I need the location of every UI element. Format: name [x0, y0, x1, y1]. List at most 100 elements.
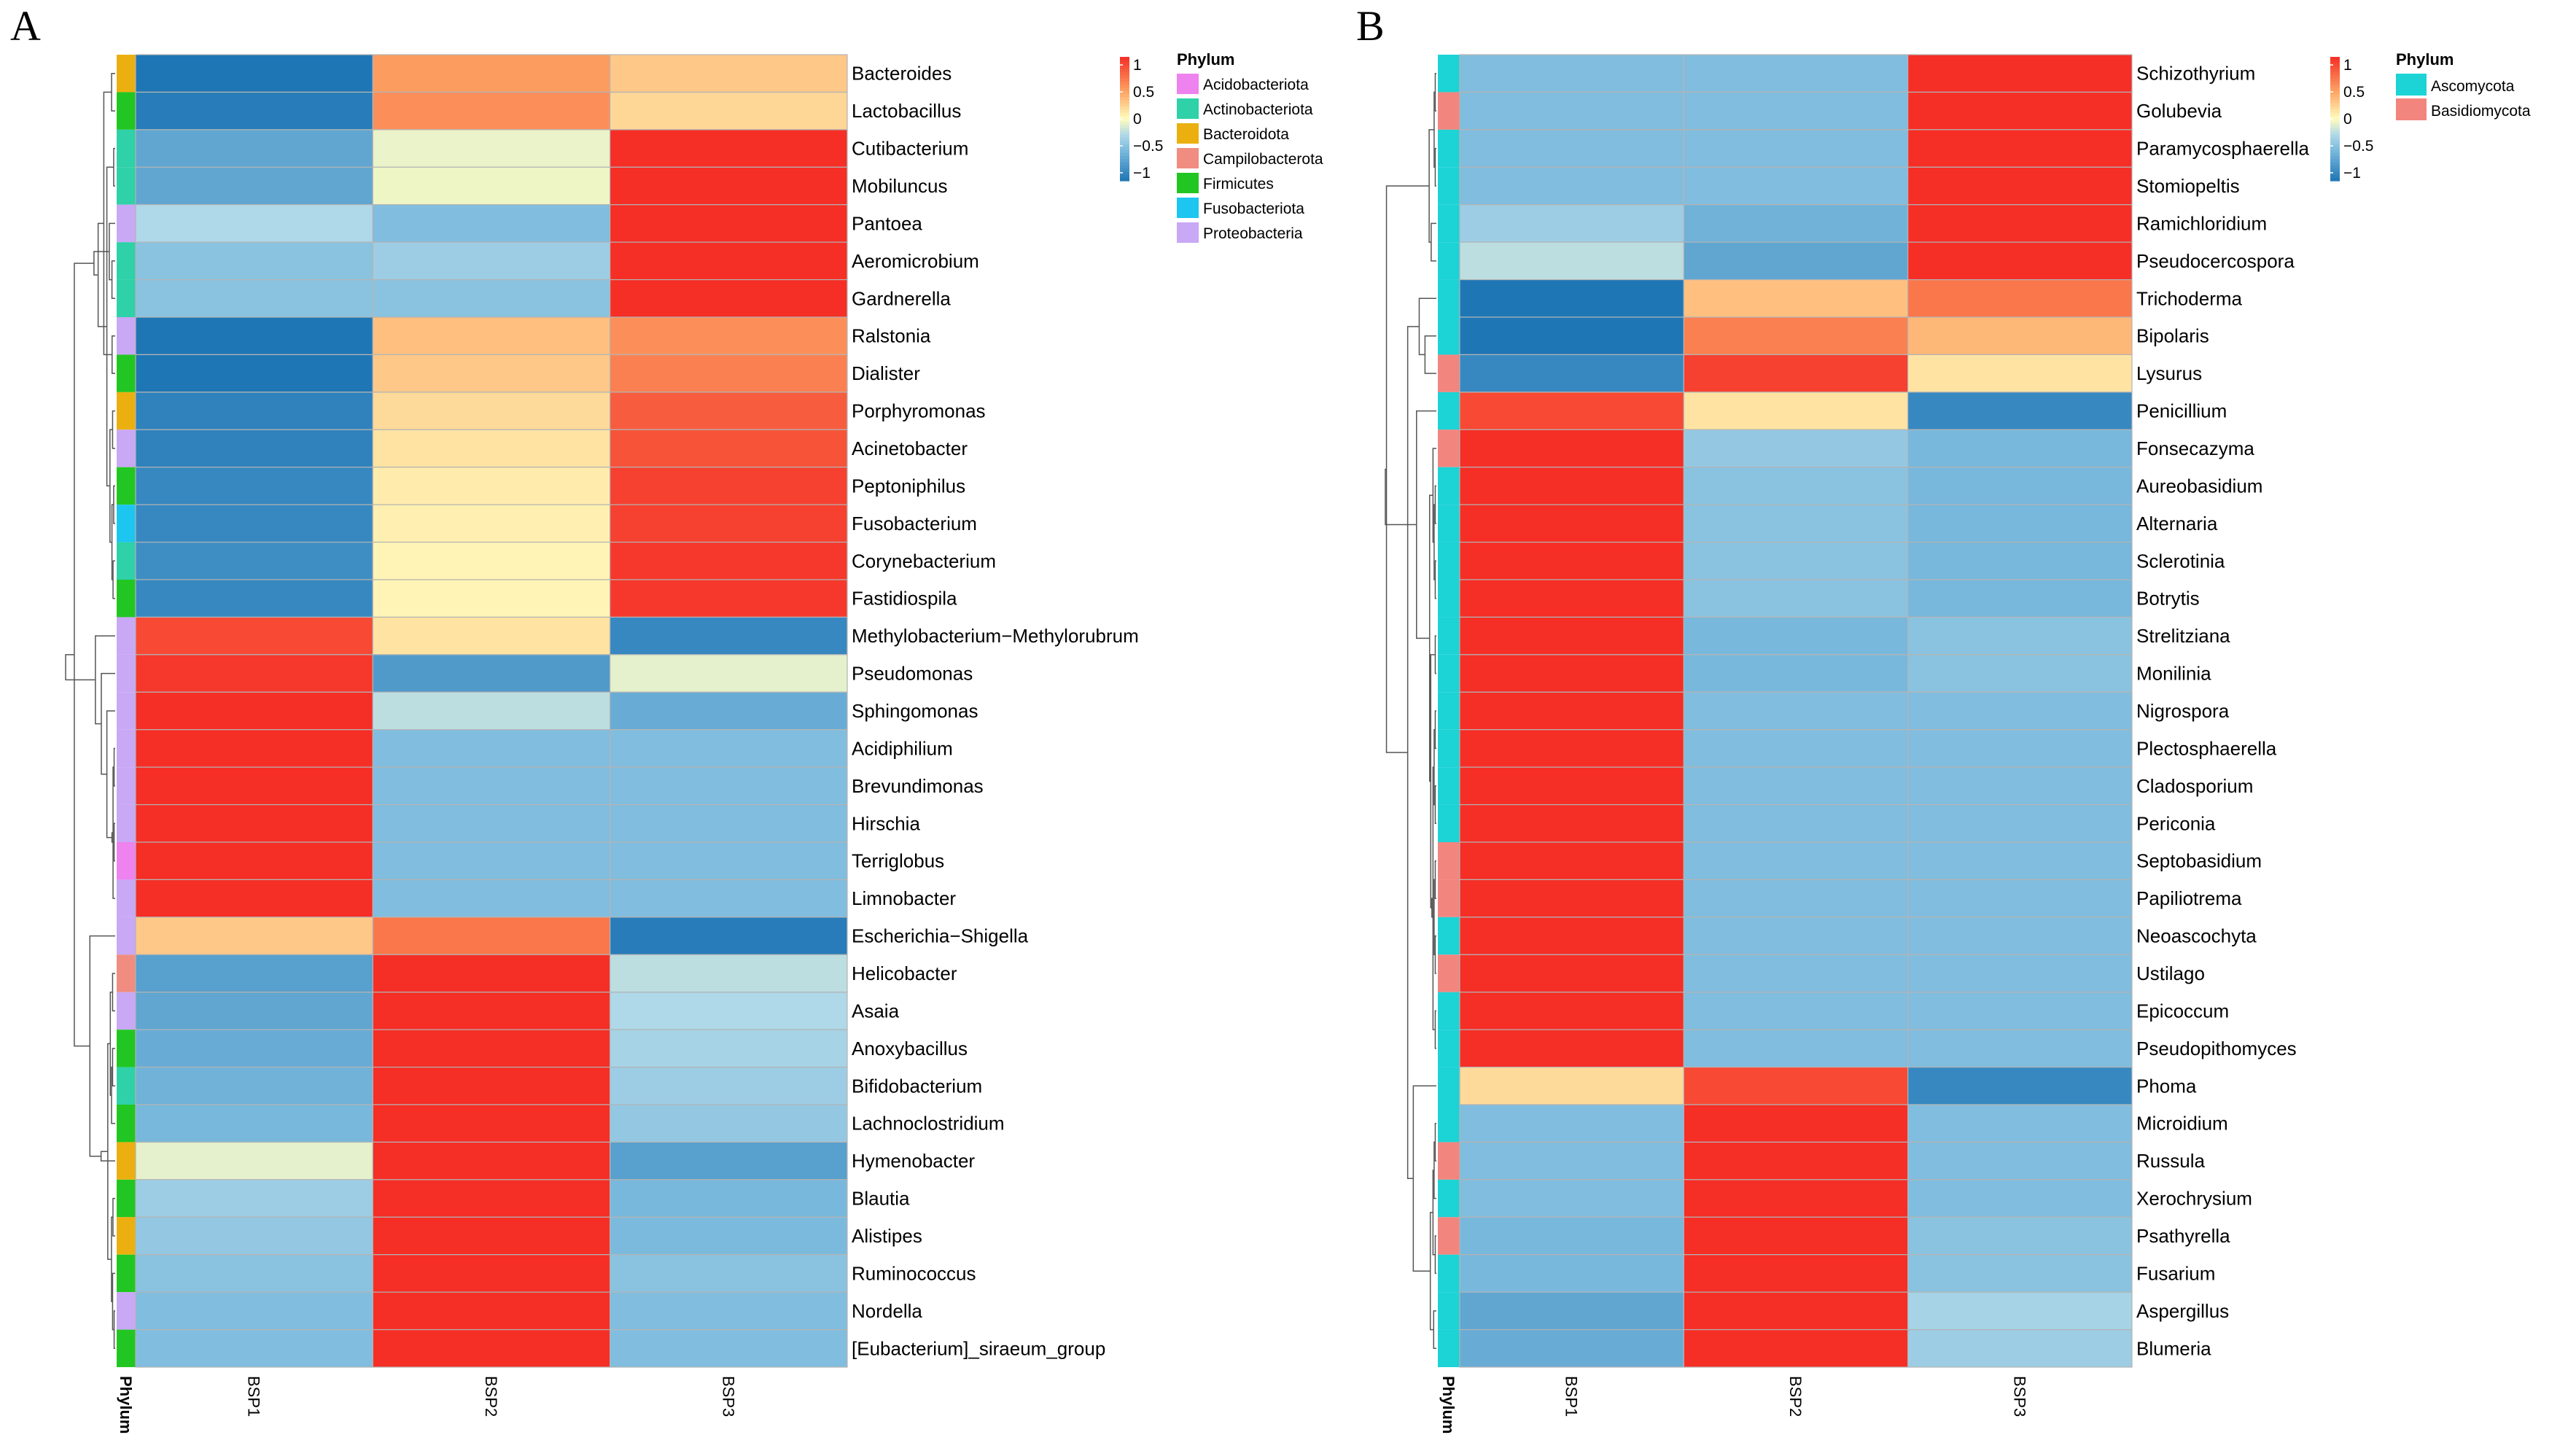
row-label: Papiliotrema: [2136, 887, 2242, 909]
row-label: Paramycosphaerella: [2136, 138, 2310, 160]
heatmap-cell: [1459, 1329, 1684, 1368]
phylum-annotation-cell: [117, 954, 136, 992]
heatmap-panel-b: B Schizothyrium Golubevia Paramycosphaerell…: [1356, 2, 2531, 1434]
row-label: Nigrospora: [2136, 700, 2230, 722]
heatmap-cell: [372, 204, 611, 243]
phylum-annotation-cell: [1438, 467, 1460, 505]
heatmap-cell: [610, 204, 848, 243]
heatmap-cell: [1907, 279, 2133, 318]
heatmap-cell: [1459, 1029, 1684, 1068]
dendrogram-branch: [106, 166, 114, 487]
phylum-annotation-cell: [1438, 92, 1460, 130]
colorbar-segment: [1120, 149, 1129, 154]
dendrogram-branch: [1433, 1310, 1436, 1350]
dendrogram-branch: [1406, 326, 1420, 1179]
row-label: Hymenobacter: [852, 1150, 975, 1172]
phylum-annotation-cell: [117, 392, 136, 430]
phylum-annotation-cell: [117, 167, 136, 205]
colorbar-segment: [1120, 128, 1129, 132]
phylum-annotation-cell: [1438, 1030, 1460, 1067]
heatmap-cell: [1683, 1029, 1909, 1068]
phylum-annotation-cell: [1438, 542, 1460, 580]
heatmap-cell: [1907, 1179, 2133, 1218]
colorbar-segment: [1120, 60, 1129, 64]
heatmap-cell: [1683, 1329, 1909, 1368]
heatmap-cell: [372, 392, 611, 430]
phylum-annotation-cell: [1438, 879, 1460, 917]
phylum-annotation-cell: [117, 1254, 136, 1293]
phylum-annotation-cell: [1438, 992, 1460, 1030]
colorbar-tick-label: −0.5: [1133, 138, 1163, 155]
colorbar-segment: [1120, 134, 1129, 139]
phylum-annotation-cell: [117, 1179, 136, 1218]
colorbar-segment: [2330, 69, 2340, 73]
dendrogram-branch: [112, 410, 115, 449]
colorbar-segment: [1120, 140, 1129, 144]
row-label: Methylobacterium−Methylorubrum: [852, 625, 1139, 647]
heatmap-cell: [1459, 91, 1684, 131]
heatmap-cell: [1459, 204, 1684, 243]
heatmap-cell: [372, 579, 611, 618]
colorbar-segment: [1120, 112, 1129, 117]
heatmap-cell: [1907, 1029, 2133, 1068]
colorbar-segment: [1120, 174, 1129, 179]
phylum-annotation-cell: [117, 692, 136, 730]
legend-swatch: [2396, 98, 2427, 120]
colorbar-segment: [2330, 119, 2340, 122]
heatmap-cell: [1459, 316, 1684, 356]
heatmap-cell: [1459, 992, 1684, 1030]
colorbar-segment: [2330, 94, 2340, 98]
row-label: Alistipes: [852, 1225, 922, 1247]
colorbar-segment: [1120, 57, 1129, 61]
phylum-annotation-cell: [117, 580, 136, 618]
heatmap-cell: [135, 316, 373, 356]
colorbar-segment: [1120, 119, 1129, 122]
phylum-annotation-cell: [117, 1067, 136, 1105]
heatmap-cell: [135, 579, 373, 618]
phylum-annotation-cell: [117, 1217, 136, 1255]
heatmap-cell: [372, 841, 611, 881]
colorbar-segment: [2330, 66, 2340, 70]
heatmap-cell: [610, 129, 848, 168]
heatmap-cell: [1459, 804, 1684, 843]
heatmap-cell: [610, 1066, 848, 1105]
row-label: Lachnoclostridium: [852, 1113, 1005, 1135]
colorbar-segment: [2330, 97, 2340, 101]
heatmap-cell: [135, 654, 373, 693]
heatmap-cell: [1459, 541, 1684, 580]
dendrogram-branch: [65, 654, 96, 681]
heatmap-cell: [1683, 541, 1909, 580]
colorbar-segment: [1120, 82, 1129, 85]
dendrogram-branch: [109, 991, 113, 1096]
phylum-annotation-cell: [1438, 954, 1460, 992]
dendrogram-branch: [107, 1043, 112, 1260]
heatmap-cell: [1683, 354, 1909, 393]
phylum-annotation-cell: [1438, 1067, 1460, 1105]
row-label: Xerochrysium: [2136, 1188, 2252, 1210]
dendrogram-branch: [1431, 222, 1436, 262]
phylum-annotation-cell: [117, 917, 136, 955]
legend-label: Firmicutes: [1203, 176, 1274, 192]
row-label: Hirschia: [852, 812, 920, 834]
heatmap-cell: [1459, 241, 1684, 281]
heatmap-cell: [1683, 504, 1909, 543]
heatmap-cell: [372, 654, 611, 693]
heatmap-cell: [372, 1179, 611, 1218]
colorbar-tick-label: 0: [1133, 111, 1142, 128]
colorbar-segment: [1120, 75, 1129, 79]
heatmap-cell: [372, 354, 611, 393]
colorbar-segment: [2330, 112, 2340, 117]
row-label: Aureobasidium: [2136, 475, 2262, 497]
colorbar-segment: [1120, 159, 1129, 163]
heatmap-cell: [1683, 129, 1909, 168]
heatmap-cell: [1459, 429, 1684, 468]
dendrogram-branch: [1434, 710, 1436, 750]
heatmap-cell: [1683, 841, 1909, 881]
dendrogram-branch: [1418, 297, 1436, 356]
phylum-annotation-cell: [1438, 729, 1460, 768]
heatmap-cell: [1683, 579, 1909, 618]
heatmap-cell: [1459, 691, 1684, 731]
heatmap-cell: [1459, 841, 1684, 881]
phylum-annotation-cell: [1438, 692, 1460, 730]
heatmap-cell: [610, 91, 848, 131]
